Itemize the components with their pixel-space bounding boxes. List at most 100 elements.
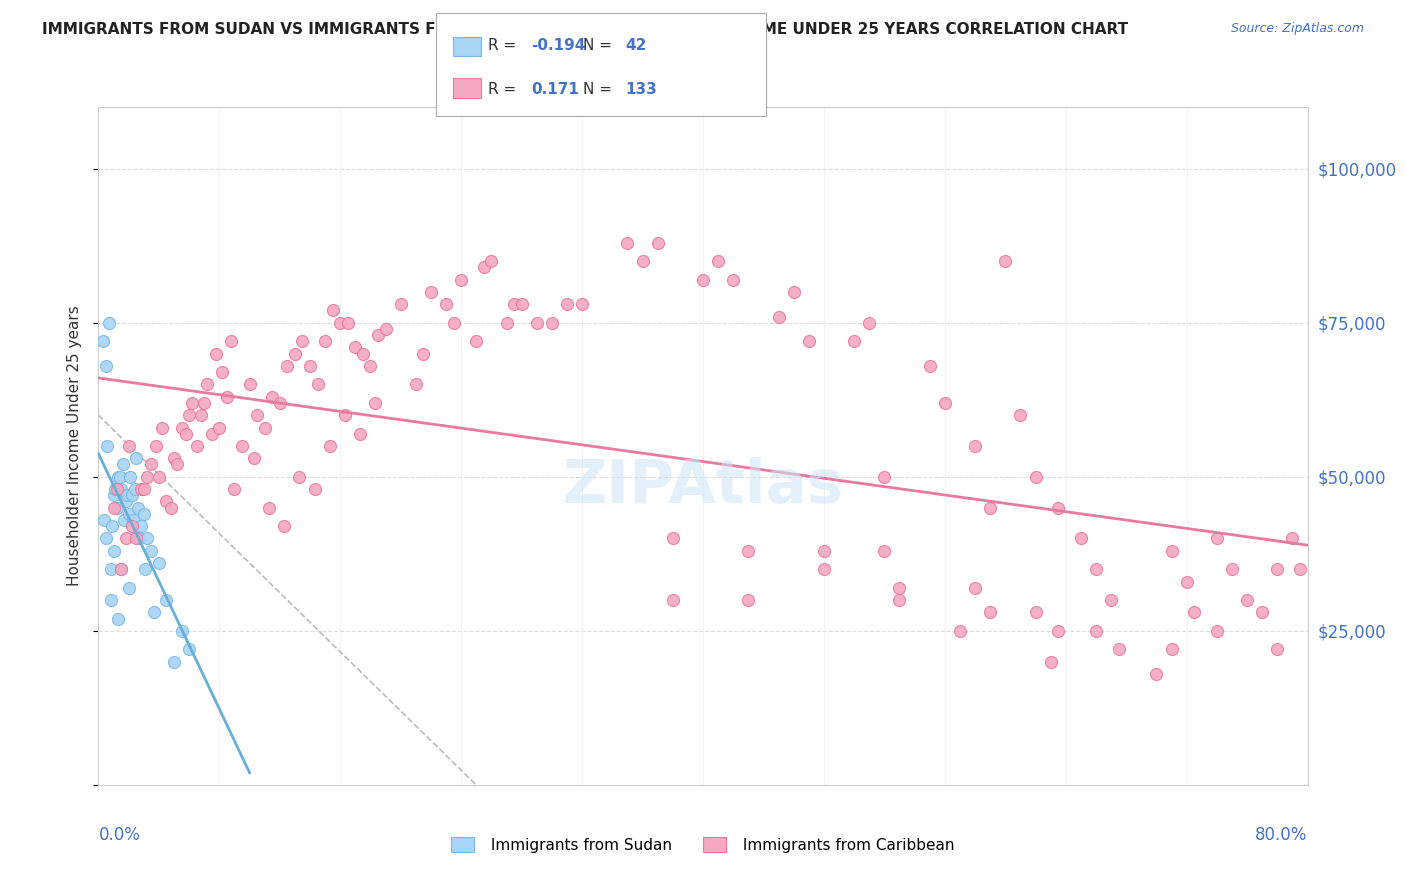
Point bbox=[336, 316, 359, 330]
Point bbox=[195, 377, 218, 392]
Point bbox=[121, 519, 143, 533]
Point bbox=[94, 359, 117, 373]
Point bbox=[262, 390, 284, 404]
Point bbox=[647, 235, 669, 250]
Point bbox=[889, 593, 911, 607]
Point bbox=[118, 507, 141, 521]
Legend:  Immigrants from Sudan,  Immigrants from Caribbean: Immigrants from Sudan, Immigrants from C… bbox=[446, 830, 960, 859]
Point bbox=[141, 543, 163, 558]
Point bbox=[949, 624, 972, 638]
Text: IMMIGRANTS FROM SUDAN VS IMMIGRANTS FROM CARIBBEAN HOUSEHOLDER INCOME UNDER 25 Y: IMMIGRANTS FROM SUDAN VS IMMIGRANTS FROM… bbox=[42, 22, 1128, 37]
Point bbox=[174, 426, 197, 441]
Point bbox=[1024, 606, 1046, 620]
Point bbox=[813, 562, 835, 576]
Point bbox=[201, 426, 224, 441]
Point bbox=[352, 346, 374, 360]
Text: ZIPAtlas: ZIPAtlas bbox=[562, 458, 844, 516]
Point bbox=[243, 451, 266, 466]
Point bbox=[179, 642, 201, 657]
Point bbox=[1024, 470, 1046, 484]
Point bbox=[1108, 642, 1130, 657]
Point bbox=[96, 439, 118, 453]
Text: R =: R = bbox=[488, 38, 522, 54]
Text: N =: N = bbox=[583, 82, 617, 97]
Point bbox=[114, 532, 136, 546]
Point bbox=[472, 260, 495, 275]
Point bbox=[1010, 408, 1032, 422]
Point bbox=[110, 562, 132, 576]
Point bbox=[132, 482, 155, 496]
Point bbox=[322, 303, 344, 318]
Point bbox=[93, 513, 115, 527]
Point bbox=[662, 593, 685, 607]
Point bbox=[918, 359, 941, 373]
Point bbox=[1085, 624, 1108, 638]
Point bbox=[148, 556, 170, 570]
Point bbox=[239, 377, 262, 392]
Y-axis label: Householder Income Under 25 years: Householder Income Under 25 years bbox=[66, 306, 82, 586]
Point bbox=[1206, 624, 1229, 638]
Point bbox=[291, 334, 314, 349]
Point bbox=[163, 451, 186, 466]
Point bbox=[571, 297, 593, 311]
Point bbox=[104, 482, 127, 496]
Point bbox=[115, 488, 138, 502]
Point bbox=[555, 297, 578, 311]
Point bbox=[155, 494, 177, 508]
Point bbox=[257, 500, 280, 515]
Point bbox=[1267, 562, 1289, 576]
Point bbox=[110, 562, 132, 576]
Point bbox=[481, 254, 503, 268]
Text: 80.0%: 80.0% bbox=[1256, 826, 1308, 844]
Point bbox=[150, 420, 173, 434]
Point bbox=[307, 377, 329, 392]
Point bbox=[858, 316, 880, 330]
Point bbox=[129, 482, 152, 496]
Point bbox=[1206, 532, 1229, 546]
Point bbox=[1047, 624, 1070, 638]
Point bbox=[155, 593, 177, 607]
Point bbox=[873, 470, 896, 484]
Point bbox=[111, 458, 134, 472]
Point bbox=[389, 297, 412, 311]
Point bbox=[797, 334, 820, 349]
Point bbox=[246, 408, 269, 422]
Point bbox=[813, 543, 835, 558]
Point bbox=[269, 396, 291, 410]
Point bbox=[231, 439, 253, 453]
Point bbox=[145, 439, 167, 453]
Point bbox=[374, 322, 396, 336]
Point bbox=[288, 470, 311, 484]
Point bbox=[105, 500, 128, 515]
Point bbox=[101, 519, 124, 533]
Point bbox=[129, 519, 152, 533]
Point bbox=[179, 408, 201, 422]
Point bbox=[135, 470, 157, 484]
Point bbox=[121, 488, 143, 502]
Point bbox=[127, 500, 149, 515]
Point bbox=[1099, 593, 1122, 607]
Point bbox=[360, 359, 382, 373]
Point bbox=[541, 316, 564, 330]
Point bbox=[631, 254, 654, 268]
Text: 0.0%: 0.0% bbox=[98, 826, 141, 844]
Point bbox=[1047, 500, 1070, 515]
Point bbox=[135, 532, 157, 546]
Point bbox=[707, 254, 730, 268]
Point bbox=[132, 507, 155, 521]
Point bbox=[768, 310, 790, 324]
Point bbox=[94, 532, 117, 546]
Point bbox=[98, 316, 121, 330]
Point bbox=[160, 500, 183, 515]
Point bbox=[1289, 562, 1312, 576]
Point bbox=[1160, 543, 1182, 558]
Point bbox=[215, 390, 238, 404]
Point bbox=[224, 482, 246, 496]
Point bbox=[333, 408, 356, 422]
Point bbox=[1039, 655, 1062, 669]
Point bbox=[979, 606, 1001, 620]
Point bbox=[1085, 562, 1108, 576]
Point bbox=[616, 235, 638, 250]
Point bbox=[1146, 667, 1168, 681]
Point bbox=[450, 272, 472, 286]
